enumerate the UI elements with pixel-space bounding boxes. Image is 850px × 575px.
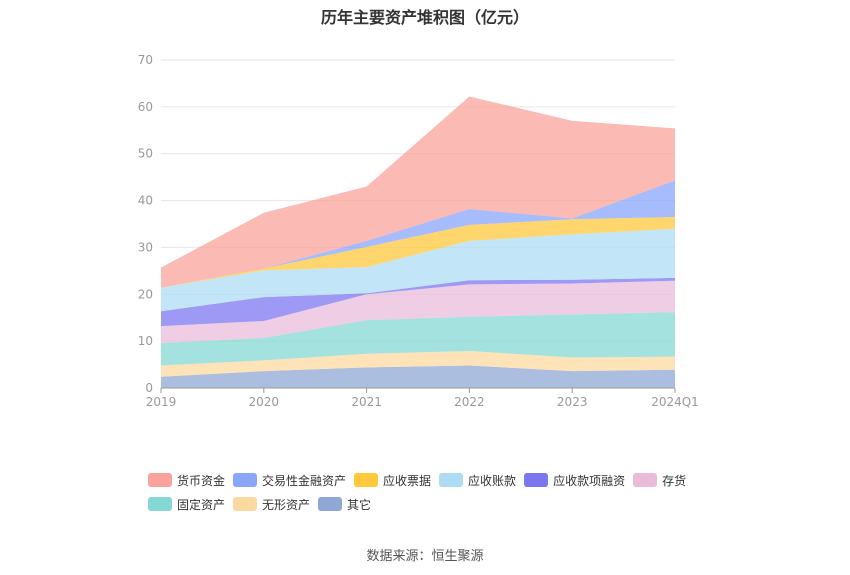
legend-item[interactable]: 应收账款 xyxy=(439,472,516,488)
y-tick-label: 40 xyxy=(138,194,153,208)
legend-item[interactable]: 应收票据 xyxy=(354,472,431,488)
legend-item[interactable]: 存货 xyxy=(633,472,686,488)
series-area-5 xyxy=(161,228,675,312)
legend-swatch xyxy=(318,497,343,511)
y-tick-label: 50 xyxy=(138,147,153,161)
y-axis: 0 10 20 30 40 50 60 70 xyxy=(138,53,153,395)
legend-label: 应收票据 xyxy=(383,473,432,488)
series-areas xyxy=(161,96,675,388)
y-tick-label: 60 xyxy=(138,100,153,114)
legend-label: 存货 xyxy=(662,473,687,488)
legend-label: 货币资金 xyxy=(177,473,226,488)
y-tick-label: 10 xyxy=(138,334,153,348)
data-source: 数据来源：恒生聚源 xyxy=(366,549,484,564)
y-tick-label: 0 xyxy=(145,381,153,395)
legend-label: 无形资产 xyxy=(262,497,311,512)
y-tick-label: 70 xyxy=(138,53,153,67)
legend-label: 应收账款 xyxy=(468,473,517,488)
legend-item[interactable]: 货币资金 xyxy=(148,472,225,488)
chart-title: 历年主要资产堆积图（亿元） xyxy=(320,8,529,27)
legend-item[interactable]: 其它 xyxy=(318,496,371,512)
legend-swatch xyxy=(233,473,258,487)
stacked-area-chart: 2019 2020 2021 2022 2023 2024Q1 0 10 20 30 40 50 60… xyxy=(138,53,699,409)
series-area-6 xyxy=(161,217,675,288)
x-tick-label: 2024Q1 xyxy=(651,395,699,409)
series-area-7 xyxy=(161,180,675,288)
x-tick-label: 2019 xyxy=(146,395,177,409)
legend-item[interactable]: 交易性金融资产 xyxy=(233,472,346,488)
legend-swatch xyxy=(354,473,379,487)
legend-swatch xyxy=(524,473,549,487)
y-tick-label: 20 xyxy=(138,287,153,301)
legend-swatch xyxy=(148,473,172,487)
x-tick-label: 2020 xyxy=(249,395,280,409)
x-tick-label: 2022 xyxy=(454,395,485,409)
legend-swatch xyxy=(148,497,172,511)
legend-label: 交易性金融资产 xyxy=(262,473,347,488)
legend-label: 应收款项融资 xyxy=(553,473,626,488)
x-axis: 2019 2020 2021 2022 2023 2024Q1 xyxy=(146,387,699,409)
legend-swatch xyxy=(633,473,658,487)
legend-label: 固定资产 xyxy=(177,497,226,512)
series-area-0 xyxy=(161,365,675,388)
legend-swatch xyxy=(439,473,464,487)
x-tick-label: 2023 xyxy=(557,395,588,409)
series-area-4 xyxy=(161,277,675,327)
series-area-8 xyxy=(161,96,675,288)
series-area-2 xyxy=(161,312,675,366)
series-area-3 xyxy=(161,280,675,343)
legend-label: 其它 xyxy=(347,497,372,512)
legend-item[interactable]: 固定资产 xyxy=(148,496,225,512)
y-tick-label: 30 xyxy=(138,240,153,254)
series-area-1 xyxy=(161,351,675,377)
legend: 货币资金 交易性金融资产 应收票据 应收账款 应收款项融资 存货固定资产 无形资产 其它 xyxy=(148,472,728,520)
legend-item[interactable]: 应收款项融资 xyxy=(524,472,625,488)
x-tick-label: 2021 xyxy=(351,395,382,409)
legend-item[interactable]: 无形资产 xyxy=(233,496,310,512)
legend-swatch xyxy=(233,497,258,511)
